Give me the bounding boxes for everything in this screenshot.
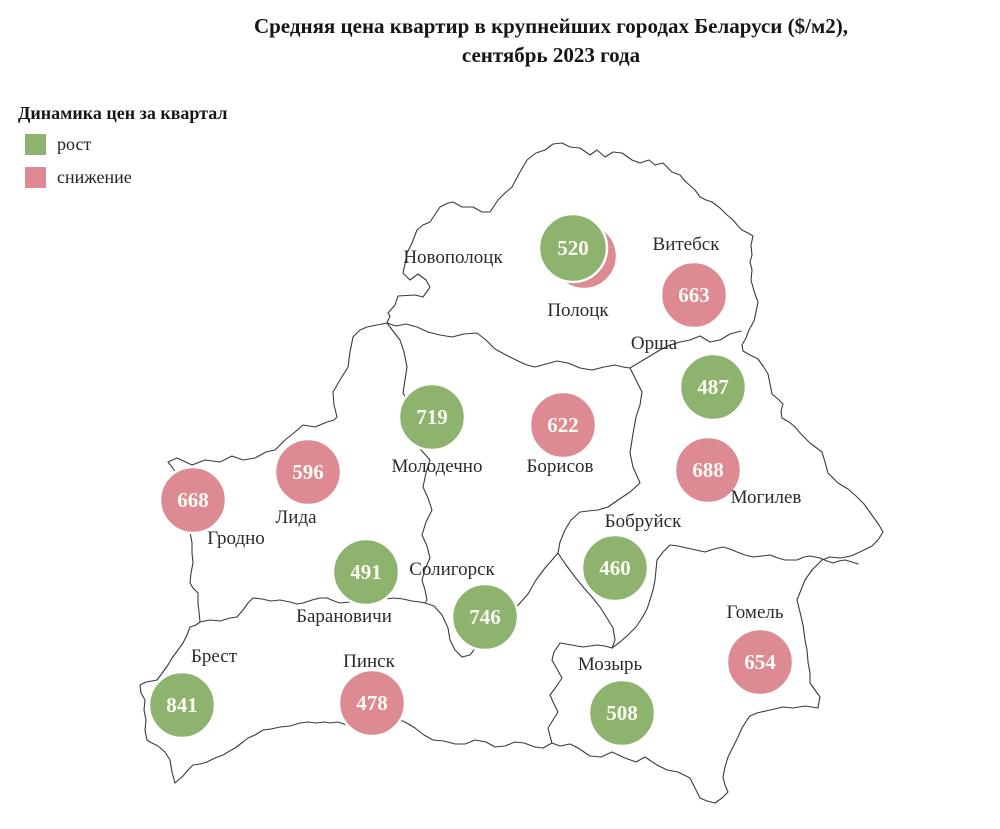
city-bubble	[673, 435, 743, 505]
city-bubble	[580, 533, 650, 603]
city-bubble-value: 622	[547, 413, 579, 437]
chart-title-line2: сентябрь 2023 года	[461, 43, 641, 67]
bubbles-layer: 520 663 487 719 622 596 668 688 460 491 746 841 478 5…	[147, 212, 795, 748]
city-bubble	[725, 627, 795, 697]
city-label: Молодечно	[392, 456, 483, 477]
region-border-brest-gomel	[547, 642, 613, 744]
city-label: Брест	[191, 646, 238, 667]
city-bubble	[587, 678, 657, 748]
city-bubble	[397, 382, 467, 452]
city-bubble	[147, 670, 217, 740]
city-bubble-value: 596	[292, 460, 324, 484]
city-label: Могилев	[731, 487, 802, 508]
city-label: Полоцк	[547, 300, 609, 321]
city-bubble-value: 491	[350, 560, 382, 584]
chart-title: Средняя цена квартир в крупнейших города…	[103, 12, 999, 70]
city-label: Бобруйск	[605, 511, 682, 532]
region-border-vitebsk-south	[386, 322, 742, 371]
city-bubble-value: 719	[416, 405, 448, 429]
city-bubble-value: 746	[469, 605, 501, 629]
city-label: Пинск	[343, 651, 395, 672]
city-label: Барановичи	[296, 606, 392, 627]
region-border-grodno-minsk	[386, 322, 433, 604]
legend-item-decline: снижение	[18, 167, 228, 188]
legend-item-label: рост	[57, 134, 92, 154]
city-label: Борисов	[527, 456, 594, 477]
city-bubble-value: 460	[599, 556, 631, 580]
chart-title-line1: Средняя цена квартир в крупнейших города…	[253, 14, 849, 38]
city-bubble-value: 520	[557, 236, 589, 260]
decline-swatch-icon	[25, 167, 46, 188]
city-bubble-value: 654	[744, 650, 776, 674]
city-bubble-value: 663	[678, 283, 710, 307]
city-label: Новополоцк	[403, 247, 503, 268]
city-bubble	[537, 212, 609, 284]
city-bubble-value: 508	[606, 701, 638, 725]
city-bubble	[331, 537, 401, 607]
city-label: Мозырь	[578, 654, 643, 675]
city-bubble-value: 478	[356, 691, 388, 715]
city-bubble	[528, 390, 598, 460]
city-label: Гродно	[207, 528, 265, 549]
city-bubble-value: 487	[697, 375, 729, 399]
city-bubble-value: 668	[177, 488, 209, 512]
city-bubble	[158, 465, 228, 535]
country-border	[139, 142, 884, 804]
city-bubble	[659, 260, 729, 330]
city-label: Солигорск	[409, 559, 495, 580]
city-bubble	[337, 668, 407, 738]
city-bubble	[450, 582, 520, 652]
labels-layer: Новополоцк Полоцк Витебск Орша Молодечно Бори…	[191, 234, 801, 675]
city-label: Орша	[631, 333, 678, 354]
city-label: Лида	[275, 507, 317, 528]
city-bubble-value: 841	[166, 693, 198, 717]
legend-item-growth: рост	[18, 134, 228, 155]
growth-swatch-icon	[25, 134, 46, 155]
legend: Динамика цен за квартал рост снижение	[18, 103, 228, 200]
city-bubble-value: 688	[692, 458, 724, 482]
city-label: Гомель	[726, 602, 783, 623]
city-bubble	[678, 352, 748, 422]
legend-title: Динамика цен за квартал	[18, 103, 228, 123]
city-label: Витебск	[653, 234, 721, 255]
legend-item-label: снижение	[57, 167, 132, 187]
region-border-mogilev-gomel	[611, 544, 859, 649]
city-bubble	[273, 437, 343, 507]
region-border-minsk-mogilev	[557, 367, 643, 649]
